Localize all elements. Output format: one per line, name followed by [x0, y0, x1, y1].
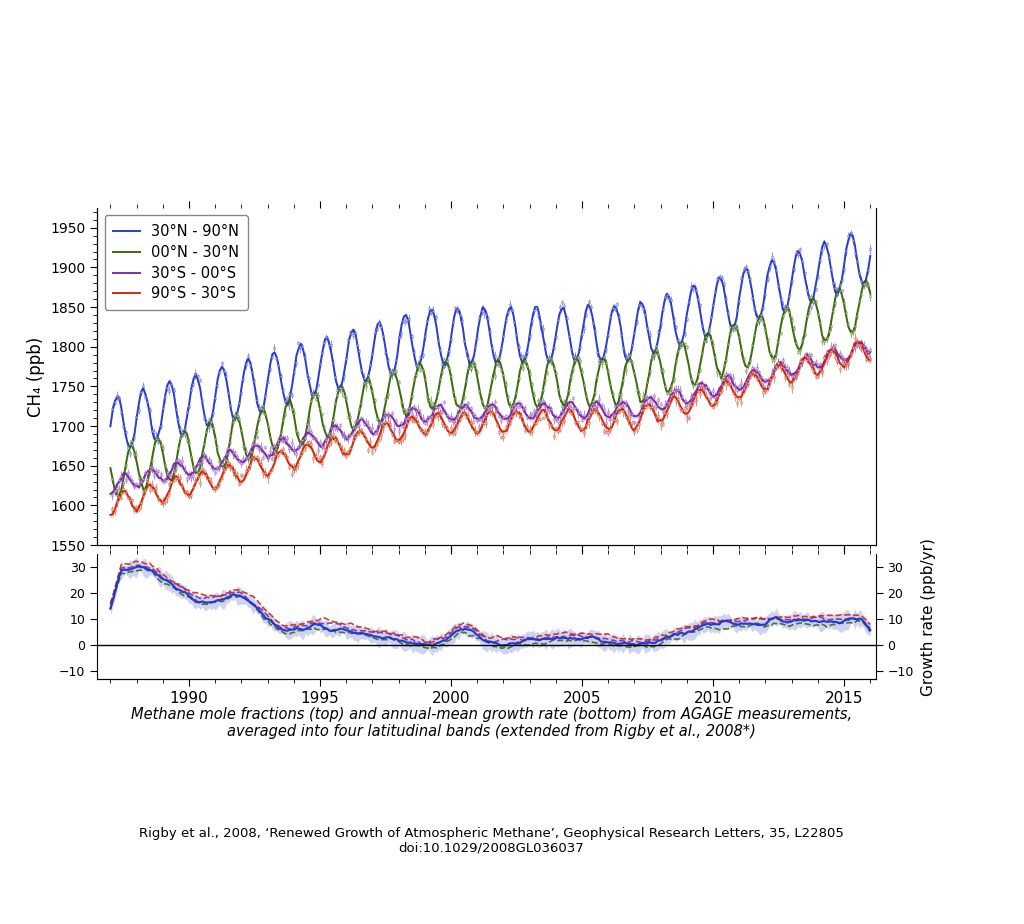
- 00°N - 30°N: [466, 356, 478, 367]
- 00°N - 30°N: [864, 288, 877, 299]
- 30°S - 00°S: [378, 410, 390, 421]
- Text: Methane mole fractions (top) and annual-mean growth rate (bottom) from AGAGE mea: Methane mole fractions (top) and annual-…: [131, 707, 852, 739]
- 30°S - 00°S: [310, 435, 323, 446]
- 30°N - 90°N: [845, 228, 857, 239]
- Line: 30°S - 00°S: 30°S - 00°S: [111, 341, 870, 493]
- 30°S - 00°S: [864, 346, 877, 358]
- 30°N - 90°N: [466, 357, 478, 368]
- Y-axis label: Growth rate (ppb/yr): Growth rate (ppb/yr): [921, 538, 936, 696]
- 00°N - 30°N: [312, 396, 325, 407]
- 90°S - 30°S: [343, 448, 355, 459]
- 30°S - 00°S: [851, 335, 863, 346]
- 30°S - 00°S: [616, 396, 629, 407]
- 30°N - 90°N: [124, 442, 136, 453]
- Line: 30°N - 90°N: 30°N - 90°N: [111, 234, 870, 447]
- 30°S - 00°S: [343, 431, 355, 442]
- Line: 00°N - 30°N: 00°N - 30°N: [111, 280, 870, 495]
- 00°N - 30°N: [514, 365, 526, 376]
- Legend: 30°N - 90°N, 00°N - 30°N, 30°S - 00°S, 90°S - 30°S: 30°N - 90°N, 00°N - 30°N, 30°S - 00°S, 9…: [104, 215, 248, 310]
- 30°N - 90°N: [380, 347, 392, 359]
- Y-axis label: CH₄ (ppb): CH₄ (ppb): [27, 336, 45, 417]
- 00°N - 30°N: [618, 361, 631, 372]
- 00°N - 30°N: [104, 463, 117, 474]
- 30°S - 00°S: [104, 488, 117, 499]
- Line: 90°S - 30°S: 90°S - 30°S: [111, 343, 870, 515]
- 30°N - 90°N: [618, 350, 631, 361]
- 00°N - 30°N: [113, 490, 125, 501]
- 90°S - 30°S: [378, 419, 390, 430]
- 90°S - 30°S: [104, 509, 117, 520]
- 30°N - 90°N: [514, 350, 526, 361]
- 00°N - 30°N: [860, 274, 872, 286]
- 30°S - 00°S: [512, 398, 524, 409]
- 30°N - 90°N: [312, 371, 325, 383]
- 90°S - 30°S: [616, 404, 629, 415]
- 90°S - 30°S: [464, 416, 476, 427]
- 00°N - 30°N: [345, 420, 357, 432]
- 00°N - 30°N: [380, 395, 392, 406]
- 90°S - 30°S: [512, 407, 524, 418]
- 30°N - 90°N: [104, 420, 117, 432]
- 90°S - 30°S: [310, 453, 323, 464]
- Text: Rigby et al., 2008, ‘Renewed Growth of Atmospheric Methane’, Geophysical Researc: Rigby et al., 2008, ‘Renewed Growth of A…: [139, 827, 844, 855]
- 30°N - 90°N: [864, 250, 877, 261]
- 90°S - 30°S: [864, 354, 877, 365]
- 90°S - 30°S: [851, 337, 863, 348]
- 30°S - 00°S: [464, 404, 476, 415]
- 30°N - 90°N: [345, 327, 357, 338]
